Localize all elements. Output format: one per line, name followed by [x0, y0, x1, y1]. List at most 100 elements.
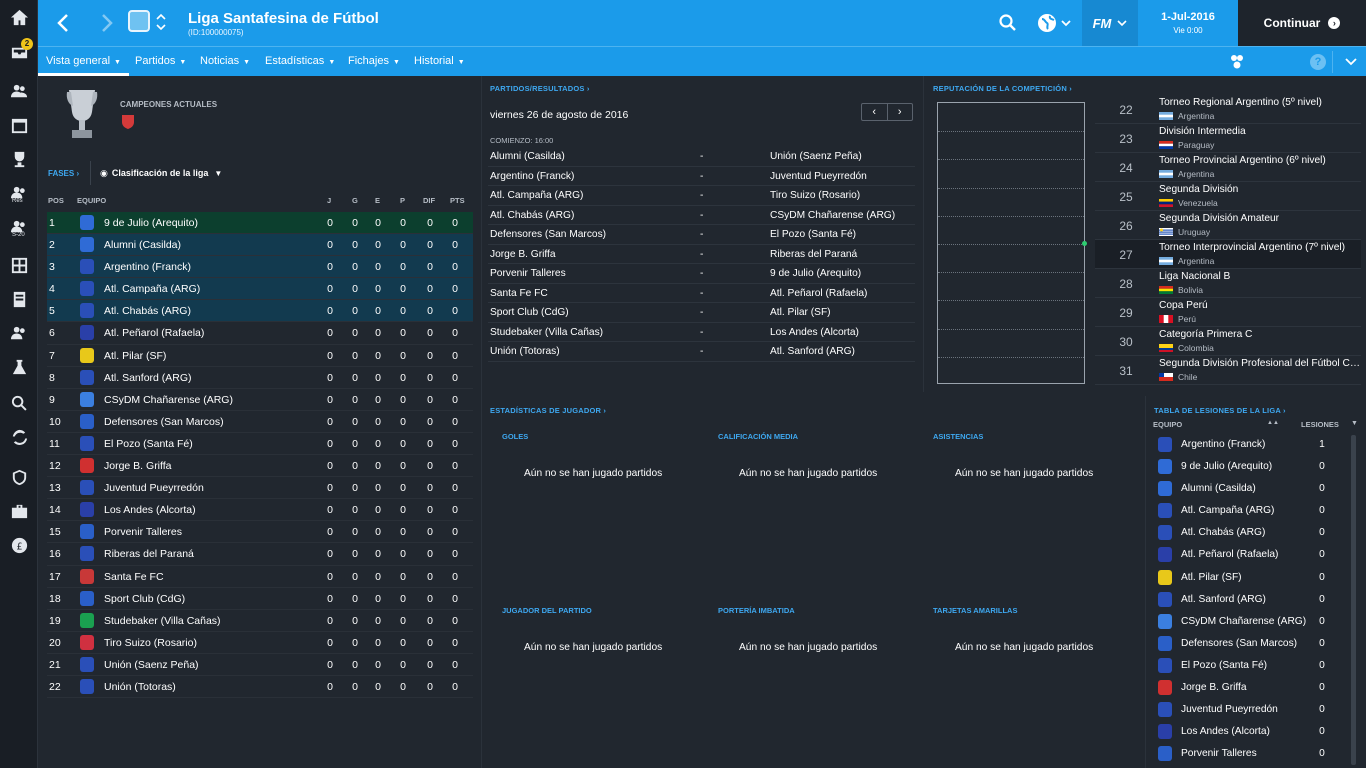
team-name-link[interactable]: Unión (Saenz Peña) [104, 659, 199, 671]
injury-row[interactable]: Porvenir Talleres 0 [1155, 743, 1351, 765]
fixture-row[interactable]: Porvenir Talleres - 9 de Julio (Arequito) [488, 264, 915, 284]
team-name-link[interactable]: Sport Club (CdG) [104, 593, 185, 605]
tab-fichajes[interactable]: Fichajes ▼ [340, 47, 408, 76]
team-badge-icon[interactable] [1158, 702, 1172, 717]
team-badge-icon[interactable] [80, 502, 94, 517]
player-stats-title[interactable]: ESTADÍSTICAS DE JUGADOR › [490, 406, 606, 415]
stat-rating-title[interactable]: CALIFICACIÓN MEDIA [718, 432, 798, 441]
team-name-link[interactable]: Studebaker (Villa Cañas) [104, 615, 221, 627]
team-name-link[interactable]: Juventud Pueyrredón [104, 482, 204, 494]
home-team-link[interactable]: Santa Fe FC [490, 288, 548, 299]
team-name-link[interactable]: Atl. Peñarol (Rafaela) [104, 327, 204, 339]
injury-row[interactable]: CSyDM Chañarense (ARG) 0 [1155, 611, 1351, 633]
col-lost[interactable]: P [400, 196, 405, 205]
squad-view-icon[interactable] [1228, 53, 1246, 71]
transfers-icon[interactable] [0, 494, 38, 528]
table-row[interactable]: 6 Atl. Peñarol (Rafaela) 0 0 0 0 0 0 [47, 322, 473, 344]
injury-row[interactable]: Atl. Campaña (ARG) 0 [1155, 500, 1351, 522]
reputation-row[interactable]: 31 Segunda División Profesional del Fútbo… [1095, 356, 1361, 385]
phases-link[interactable]: FASES › [48, 169, 79, 178]
table-row[interactable]: 3 Argentino (Franck) 0 0 0 0 0 0 [47, 256, 473, 278]
team-badge-icon[interactable] [80, 414, 94, 429]
reputation-row[interactable]: 27 Torneo Interprovincial Argentino (7º n… [1095, 240, 1361, 269]
reputation-row[interactable]: 29 Copa Perú Perú [1095, 298, 1361, 327]
table-row[interactable]: 5 Atl. Chabás (ARG) 0 0 0 0 0 0 [47, 300, 473, 322]
injury-row[interactable]: El Pozo (Santa Fé) 0 [1155, 655, 1351, 677]
col-injury-count[interactable]: LESIONES [1301, 420, 1339, 429]
team-name-link[interactable]: Juventud Pueyrredón [1181, 704, 1307, 715]
game-date[interactable]: 1-Jul-2016 Vie 0:00 [1138, 0, 1238, 46]
home-team-link[interactable]: Unión (Totoras) [490, 346, 560, 357]
team-badge-icon[interactable] [1158, 658, 1172, 673]
home-team-link[interactable]: Atl. Campaña (ARG) [490, 190, 583, 201]
stat-motm-title[interactable]: JUGADOR DEL PARTIDO [502, 606, 592, 615]
team-badge-icon[interactable] [80, 524, 94, 539]
country-name[interactable]: Paraguay [1178, 140, 1214, 150]
table-row[interactable]: 15 Porvenir Talleres 0 0 0 0 0 0 [47, 521, 473, 543]
home-team-link[interactable]: Porvenir Talleres [490, 268, 566, 279]
fixture-row[interactable]: Atl. Campaña (ARG) - Tiro Suizo (Rosario) [488, 186, 915, 206]
tab-noticias[interactable]: Noticias ▼ [192, 47, 258, 76]
team-badge-icon[interactable] [80, 679, 94, 694]
competition-name-link[interactable]: Torneo Interprovincial Argentino (7º niv… [1159, 242, 1361, 253]
team-name-link[interactable]: Atl. Campaña (ARG) [1181, 505, 1307, 516]
fixture-row[interactable]: Santa Fe FC - Atl. Peñarol (Rafaela) [488, 284, 915, 304]
trophy-icon[interactable] [0, 142, 38, 176]
injury-row[interactable]: 9 de Julio (Arequito) 0 [1155, 456, 1351, 478]
team-name-link[interactable]: Riberas del Paraná [104, 548, 194, 560]
table-row[interactable]: 17 Santa Fe FC 0 0 0 0 0 0 [47, 566, 473, 588]
team-badge-icon[interactable] [1158, 481, 1172, 496]
col-injury-team[interactable]: EQUIPO [1153, 420, 1182, 429]
forward-arrow-icon[interactable] [94, 11, 118, 35]
reports-icon[interactable] [0, 282, 38, 316]
competition-name-link[interactable]: Segunda División Amateur [1159, 213, 1361, 224]
team-name-link[interactable]: Atl. Sanford (ARG) [1181, 594, 1307, 605]
team-name-link[interactable]: Atl. Pilar (SF) [1181, 572, 1307, 583]
away-team-link[interactable]: Atl. Peñarol (Rafaela) [770, 288, 867, 299]
reputation-row[interactable]: 26 Segunda División Amateur Uruguay [1095, 211, 1361, 240]
chevron-down-icon[interactable]: ▼ [1351, 420, 1358, 427]
team-badge-icon[interactable] [80, 348, 94, 363]
table-row[interactable]: 7 Atl. Pilar (SF) 0 0 0 0 0 0 [47, 345, 473, 367]
globe-icon[interactable] [1036, 12, 1072, 34]
country-name[interactable]: Colombia [1178, 343, 1214, 353]
back-arrow-icon[interactable] [52, 11, 76, 35]
col-team[interactable]: EQUIPO [77, 196, 106, 205]
help-icon[interactable]: ? [1310, 54, 1326, 70]
team-name-link[interactable]: Jorge B. Griffa [104, 460, 172, 472]
team-badge-icon[interactable] [1158, 570, 1172, 585]
fixture-row[interactable]: Sport Club (CdG) - Atl. Pilar (SF) [488, 303, 915, 323]
team-name-link[interactable]: Jorge B. Griffa [1181, 682, 1307, 693]
fm-menu-button[interactable]: FM [1082, 0, 1138, 46]
team-name-link[interactable]: Tiro Suizo (Rosario) [104, 637, 197, 649]
team-badge-icon[interactable] [80, 569, 94, 584]
table-row[interactable]: 16 Riberas del Paraná 0 0 0 0 0 0 [47, 543, 473, 565]
fixture-row[interactable]: Alumni (Casilda) - Unión (Saenz Peña) [488, 147, 915, 167]
team-badge-icon[interactable] [80, 325, 94, 340]
stat-goals-title[interactable]: GOLES [502, 432, 528, 441]
table-row[interactable]: 8 Atl. Sanford (ARG) 0 0 0 0 0 0 [47, 367, 473, 389]
standings-view-select[interactable]: ◉ Clasificación de la liga ▼ [100, 168, 222, 179]
table-row[interactable]: 21 Unión (Saenz Peña) 0 0 0 0 0 0 [47, 654, 473, 676]
injury-row[interactable]: Atl. Sanford (ARG) 0 [1155, 589, 1351, 611]
team-name-link[interactable]: Porvenir Talleres [104, 526, 182, 538]
country-name[interactable]: Argentina [1178, 111, 1214, 121]
chevron-down-icon[interactable] [1345, 57, 1357, 67]
reputation-row[interactable]: 28 Liga Nacional B Bolivia [1095, 269, 1361, 298]
away-team-link[interactable]: Riberas del Paraná [770, 249, 857, 260]
team-name-link[interactable]: Atl. Chabás (ARG) [1181, 527, 1307, 538]
competition-name-link[interactable]: Segunda División [1159, 184, 1361, 195]
team-name-link[interactable]: El Pozo (Santa Fé) [104, 438, 193, 450]
stat-cleansheets-title[interactable]: PORTERÍA IMBATIDA [718, 606, 795, 615]
fixture-row[interactable]: Argentino (Franck) - Juventud Pueyrredón [488, 167, 915, 187]
away-team-link[interactable]: Juventud Pueyrredón [770, 171, 867, 182]
tab-vista-general[interactable]: Vista general ▼ [38, 47, 129, 76]
injury-row[interactable]: Defensores (San Marcos) 0 [1155, 633, 1351, 655]
team-badge-icon[interactable] [80, 458, 94, 473]
reputation-row[interactable]: 24 Torneo Provincial Argentino (6º nivel)… [1095, 153, 1361, 182]
injury-row[interactable]: Jorge B. Griffa 0 [1155, 677, 1351, 699]
away-team-link[interactable]: Los Andes (Alcorta) [770, 327, 859, 338]
country-name[interactable]: Argentina [1178, 256, 1214, 266]
team-badge-icon[interactable] [1158, 547, 1172, 562]
reputation-row[interactable]: 22 Torneo Regional Argentino (5º nivel) Ar… [1095, 95, 1361, 124]
